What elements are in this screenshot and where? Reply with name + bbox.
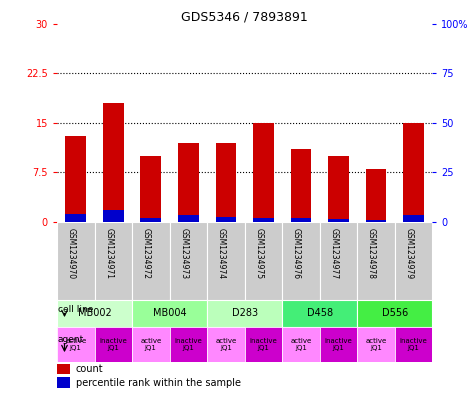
Text: GSM1234977: GSM1234977 xyxy=(330,228,338,279)
Bar xyxy=(95,222,132,300)
Bar xyxy=(253,218,274,222)
Text: MB004: MB004 xyxy=(153,308,186,318)
Text: inactive
JQ1: inactive JQ1 xyxy=(174,338,202,351)
Text: active
JQ1: active JQ1 xyxy=(215,338,237,351)
Bar xyxy=(395,222,432,300)
Text: percentile rank within the sample: percentile rank within the sample xyxy=(76,378,241,387)
Text: GSM1234975: GSM1234975 xyxy=(255,228,263,279)
Text: GSM1234972: GSM1234972 xyxy=(142,228,151,279)
Bar xyxy=(245,327,282,362)
Bar xyxy=(357,327,395,362)
Bar xyxy=(103,103,124,222)
Bar xyxy=(103,210,124,222)
Text: count: count xyxy=(76,364,104,374)
Bar xyxy=(216,143,236,222)
Bar xyxy=(216,217,236,222)
Bar xyxy=(57,300,132,327)
Bar xyxy=(57,327,95,362)
Text: D556: D556 xyxy=(381,308,408,318)
Text: GSM1234974: GSM1234974 xyxy=(217,228,226,279)
Bar xyxy=(282,222,320,300)
Text: active
JQ1: active JQ1 xyxy=(140,338,162,351)
Bar xyxy=(357,222,395,300)
Text: inactive
JQ1: inactive JQ1 xyxy=(99,338,127,351)
Bar xyxy=(403,123,424,222)
Bar xyxy=(141,156,161,222)
Bar xyxy=(141,218,161,222)
Text: MB002: MB002 xyxy=(77,308,112,318)
Text: active
JQ1: active JQ1 xyxy=(65,338,86,351)
Bar xyxy=(357,300,432,327)
Bar xyxy=(403,215,424,222)
Bar xyxy=(132,222,170,300)
Bar xyxy=(57,364,70,374)
Bar xyxy=(282,327,320,362)
Bar xyxy=(291,218,311,222)
Bar xyxy=(328,156,349,222)
Bar xyxy=(207,327,245,362)
Bar xyxy=(57,222,95,300)
Title: GDS5346 / 7893891: GDS5346 / 7893891 xyxy=(181,11,308,24)
Bar xyxy=(178,215,199,222)
Bar xyxy=(366,220,386,222)
Text: GSM1234970: GSM1234970 xyxy=(67,228,76,279)
Bar xyxy=(395,327,432,362)
Bar xyxy=(170,222,207,300)
Text: D458: D458 xyxy=(307,308,332,318)
Bar xyxy=(132,327,170,362)
Bar xyxy=(170,327,207,362)
Text: inactive
JQ1: inactive JQ1 xyxy=(399,338,428,351)
Bar xyxy=(245,222,282,300)
Text: inactive
JQ1: inactive JQ1 xyxy=(324,338,352,351)
Bar xyxy=(320,327,357,362)
Text: cell line: cell line xyxy=(58,305,93,314)
Text: active
JQ1: active JQ1 xyxy=(290,338,312,351)
Bar xyxy=(66,214,86,222)
Text: GSM1234979: GSM1234979 xyxy=(405,228,413,279)
Bar xyxy=(282,300,357,327)
Text: active
JQ1: active JQ1 xyxy=(365,338,387,351)
Text: GSM1234973: GSM1234973 xyxy=(180,228,188,279)
Bar xyxy=(366,169,386,222)
Text: D283: D283 xyxy=(232,308,257,318)
Text: GSM1234976: GSM1234976 xyxy=(292,228,301,279)
Text: GSM1234978: GSM1234978 xyxy=(367,228,376,279)
Bar xyxy=(253,123,274,222)
Bar xyxy=(207,222,245,300)
Text: agent: agent xyxy=(58,334,84,343)
Bar xyxy=(178,143,199,222)
Bar xyxy=(328,219,349,222)
Bar xyxy=(66,136,86,222)
Bar xyxy=(291,149,311,222)
Bar xyxy=(95,327,132,362)
Bar xyxy=(132,300,207,327)
Text: GSM1234971: GSM1234971 xyxy=(104,228,113,279)
Bar xyxy=(320,222,357,300)
Text: inactive
JQ1: inactive JQ1 xyxy=(249,338,277,351)
Bar xyxy=(207,300,282,327)
Bar xyxy=(57,378,70,388)
